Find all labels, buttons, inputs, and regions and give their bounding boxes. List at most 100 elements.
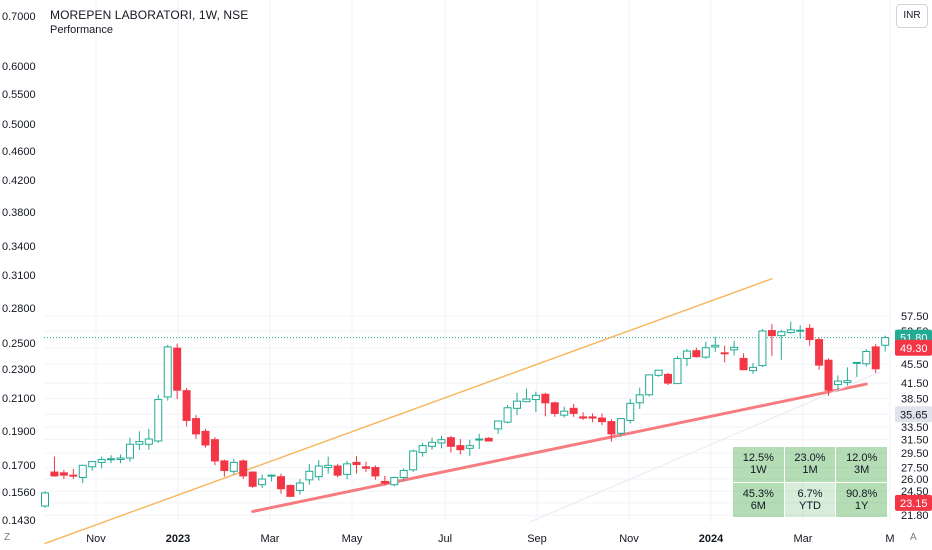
candle[interactable] bbox=[645, 374, 654, 397]
candle[interactable] bbox=[343, 460, 352, 480]
candle[interactable] bbox=[871, 344, 880, 373]
candle[interactable] bbox=[428, 437, 437, 450]
candle[interactable] bbox=[465, 439, 474, 456]
candle[interactable] bbox=[616, 418, 625, 437]
candle[interactable] bbox=[711, 336, 720, 352]
candle[interactable] bbox=[399, 468, 408, 482]
candle[interactable] bbox=[229, 458, 238, 475]
candle[interactable] bbox=[295, 479, 304, 495]
candle[interactable] bbox=[371, 465, 380, 480]
candle[interactable] bbox=[88, 460, 97, 471]
trendlines[interactable] bbox=[44, 278, 881, 545]
candle[interactable] bbox=[664, 372, 673, 386]
candle[interactable] bbox=[852, 361, 861, 377]
candle[interactable] bbox=[503, 404, 512, 424]
candle[interactable] bbox=[881, 335, 890, 352]
candle[interactable] bbox=[701, 341, 710, 359]
candle[interactable] bbox=[41, 491, 49, 508]
candle[interactable] bbox=[286, 484, 295, 498]
candle[interactable] bbox=[560, 406, 569, 418]
currency-button[interactable]: INR bbox=[896, 4, 928, 28]
candle[interactable] bbox=[239, 459, 248, 480]
candle[interactable] bbox=[78, 464, 87, 484]
candle[interactable] bbox=[314, 460, 323, 481]
upper-channel-line[interactable] bbox=[44, 278, 773, 545]
candle[interactable] bbox=[390, 476, 399, 487]
candle[interactable] bbox=[805, 324, 814, 346]
candle[interactable] bbox=[248, 471, 257, 488]
candle[interactable] bbox=[107, 455, 116, 464]
auto-scale-icon[interactable]: A bbox=[910, 532, 917, 543]
candle[interactable] bbox=[739, 353, 748, 371]
candle[interactable] bbox=[531, 391, 540, 413]
candle[interactable] bbox=[409, 449, 418, 473]
candle[interactable] bbox=[210, 437, 219, 466]
candle[interactable] bbox=[815, 337, 824, 370]
candle[interactable] bbox=[97, 456, 106, 469]
candle[interactable] bbox=[607, 419, 616, 442]
candle[interactable] bbox=[758, 329, 767, 367]
candle[interactable] bbox=[541, 392, 550, 417]
candle[interactable] bbox=[277, 473, 285, 494]
candle[interactable] bbox=[843, 367, 852, 386]
candle[interactable] bbox=[494, 420, 503, 434]
candle[interactable] bbox=[730, 340, 739, 356]
candle[interactable] bbox=[446, 435, 455, 453]
candle[interactable] bbox=[258, 474, 267, 488]
candle[interactable] bbox=[305, 463, 314, 485]
zoom-reset-icon[interactable]: Z bbox=[4, 532, 11, 543]
candle[interactable] bbox=[767, 324, 776, 356]
candle[interactable] bbox=[456, 439, 465, 455]
candle[interactable] bbox=[824, 358, 833, 396]
candle[interactable] bbox=[796, 325, 805, 339]
candle[interactable] bbox=[59, 469, 68, 480]
candle[interactable] bbox=[654, 369, 663, 377]
candle[interactable] bbox=[192, 415, 201, 440]
candle[interactable] bbox=[626, 399, 635, 424]
candle[interactable] bbox=[484, 437, 493, 442]
candle[interactable] bbox=[135, 431, 144, 450]
candle[interactable] bbox=[749, 362, 757, 374]
symbol-title[interactable]: MOREPEN LABORATORI, 1W, NSE bbox=[50, 8, 249, 22]
candle[interactable] bbox=[692, 347, 701, 358]
candle[interactable] bbox=[163, 344, 172, 401]
support-trendline[interactable] bbox=[251, 382, 868, 513]
candle[interactable] bbox=[267, 474, 276, 482]
candle[interactable] bbox=[125, 437, 134, 462]
candle[interactable] bbox=[69, 469, 78, 480]
candle[interactable] bbox=[475, 433, 484, 450]
candle[interactable] bbox=[50, 456, 59, 477]
candle[interactable] bbox=[380, 475, 389, 486]
candle[interactable] bbox=[777, 329, 786, 360]
candle[interactable] bbox=[352, 455, 361, 474]
candle[interactable] bbox=[682, 349, 691, 367]
candle[interactable] bbox=[786, 321, 795, 334]
candle[interactable] bbox=[588, 413, 597, 423]
candle[interactable] bbox=[154, 394, 163, 443]
candle[interactable] bbox=[201, 428, 210, 448]
candle[interactable] bbox=[418, 442, 427, 457]
candle[interactable] bbox=[597, 413, 606, 426]
candle[interactable] bbox=[635, 387, 644, 409]
candle[interactable] bbox=[324, 456, 333, 474]
candle[interactable] bbox=[361, 461, 370, 473]
candle[interactable] bbox=[569, 403, 578, 417]
candle[interactable] bbox=[144, 428, 153, 450]
candle[interactable] bbox=[182, 388, 191, 427]
candle[interactable] bbox=[173, 343, 182, 400]
candle[interactable] bbox=[833, 375, 842, 391]
candlestick-series[interactable] bbox=[41, 321, 890, 508]
candle[interactable] bbox=[333, 463, 342, 478]
candle[interactable] bbox=[513, 392, 521, 416]
candle[interactable] bbox=[220, 459, 229, 477]
candle[interactable] bbox=[720, 345, 729, 363]
candle[interactable] bbox=[522, 388, 531, 403]
candle[interactable] bbox=[579, 412, 588, 420]
candle[interactable] bbox=[116, 454, 125, 464]
indicator-title[interactable]: Performance bbox=[50, 24, 113, 36]
candle[interactable] bbox=[550, 401, 559, 417]
candle[interactable] bbox=[437, 435, 446, 449]
candle[interactable] bbox=[673, 356, 682, 385]
candle[interactable] bbox=[862, 349, 871, 367]
